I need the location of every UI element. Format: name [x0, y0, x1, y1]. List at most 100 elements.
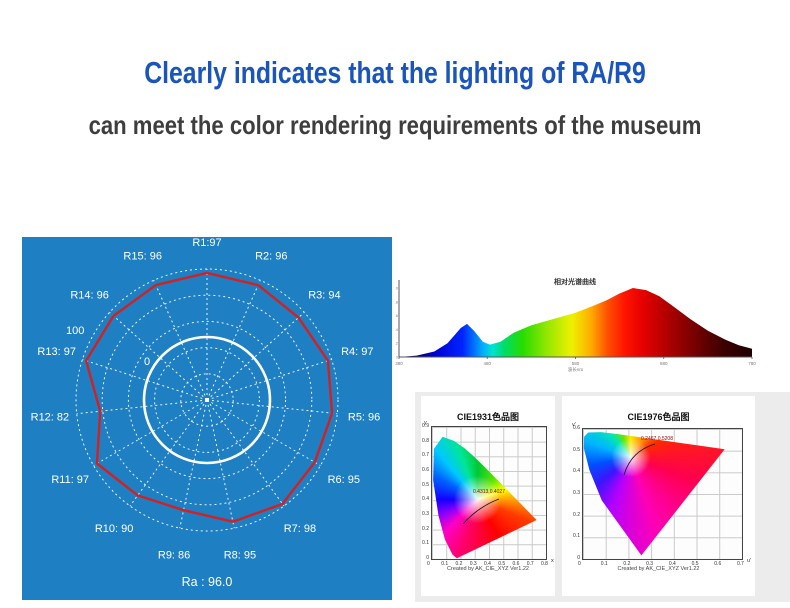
cie1931-x-tick: 0.2 [455, 561, 463, 567]
radar-spoke [153, 280, 208, 401]
radar-axis-label: R11: 97 [51, 474, 89, 486]
radar-grid-ring [154, 347, 260, 453]
radar-axis-label: R13: 97 [37, 346, 76, 358]
spectrum-title: 相对光谱曲线 [554, 279, 596, 286]
cri-radar-panel: R1:97 R2: 96 R3: 94 R4: 97 R5: 96 R6: 95 R7: 9… [22, 237, 392, 600]
cie1931-card: CIE1931色品图 0.4313,0.4027 x y Created by … [421, 396, 555, 596]
cie1976-y-tick: 0.2 [573, 511, 580, 518]
cie1976-created-by: Created by AK_CIE_XYZ Ver1.22 [617, 566, 700, 572]
radar-axis-label: R3: 94 [308, 289, 340, 301]
cie1931-x-tick: 0.5 [498, 561, 506, 567]
cie1931-y-tick: 0.2 [422, 525, 429, 532]
cie1931-y-tick: 0.5 [422, 481, 429, 488]
cie1976-annotation: 0.2467,0.5208 [641, 436, 673, 442]
cie1976-y-tick: 0.3 [573, 490, 580, 496]
spectrum-y-tick: 0.8 [395, 299, 399, 304]
cie1931-y-tick: 0.6 [422, 467, 429, 473]
cie1976-x-tick: 0.7 [737, 561, 744, 567]
cie1931-axis-letter-x: x [551, 558, 554, 564]
cie1976-y-tick: 0 [577, 555, 580, 561]
cie1931-y-tick: 0.1 [422, 540, 429, 547]
radar-chart-svg: R1:97 R2: 96 R3: 94 R4: 97 R5: 96 R6: 95 R7: 9… [31, 237, 381, 562]
cie1931-created-by: Created by AK_CIE_XYZ Ver1.22 [447, 566, 529, 572]
cie1931-title: CIE1931色品图 [456, 412, 520, 422]
cie1976-x-tick: 0.3 [646, 561, 654, 567]
cie1976-x-tick: 0.1 [600, 561, 608, 567]
cie1931-y-tick: 0 [426, 555, 429, 561]
cie1976-x-tick: 0 [578, 561, 581, 567]
cie1931-x-tick: 0.4 [484, 561, 491, 567]
cie1931-locus-curve [462, 498, 500, 525]
radar-spoke [109, 311, 208, 401]
cie1931-plot: 0.4313,0.4027 [431, 426, 547, 560]
spectrum-y-tick: 0.2 [395, 341, 399, 346]
spectrum-y-tick: 1.0 [395, 286, 399, 291]
radar-axis-label: R14: 96 [70, 289, 109, 301]
cie1931-y-tick: 0.3 [422, 511, 429, 517]
cie1976-plot: 0.2467,0.5208 [582, 428, 743, 560]
cie1976-x-tick: 0.4 [668, 561, 676, 567]
radar-spoke [129, 399, 208, 507]
cie1976-y-tick: 0.6 [573, 425, 580, 431]
cie1931-x-tick: 0.8 [541, 561, 548, 567]
radar-grid-ring [101, 294, 313, 506]
radar-spoke [206, 311, 305, 401]
spectrum-x-tick: 380 [395, 361, 403, 366]
radar-scale-max-label: 100 [66, 325, 85, 337]
radar-axis-label: R9: 86 [158, 550, 190, 562]
radar-polygon [84, 271, 334, 523]
radar-grid-ring [127, 320, 287, 480]
radar-spoke [206, 399, 235, 529]
cie1931-x-tick: 0.1 [441, 561, 449, 567]
heading-primary: Clearly indicates that the lighting of R… [144, 55, 646, 90]
radar-spoke [206, 399, 321, 466]
spectrum-chart: 380 480 580 680 780 1.0 0.8 0.6 0.4 0.2 0 波长nm 相对光谱… [392, 228, 790, 393]
radar-spoke [206, 359, 332, 401]
cie1976-card: CIE1976色品图 0.2467,0.5208 u' v' Created b… [562, 396, 755, 596]
radar-spoke [93, 399, 208, 466]
spectrum-y-tick: 0 [396, 355, 399, 360]
radar-axis-label: R2: 96 [255, 251, 287, 263]
radar-axis-label: R1:97 [192, 237, 221, 249]
cie1931-annotation: 0.4313,0.4027 [473, 489, 505, 495]
cie1976-y-tick: 0.5 [573, 446, 580, 453]
cie1931-y-tick: 0.7 [422, 452, 429, 459]
spectrum-axis-label: 波长nm [568, 366, 584, 373]
cie1931-x-tick: 0.6 [512, 561, 520, 567]
radar-spoke [179, 399, 208, 529]
cie1976-y-tick: 0.1 [573, 533, 580, 540]
radar-axis-label: R5: 96 [348, 412, 380, 424]
cie1976-locus-curve [623, 443, 656, 476]
spectrum-svg: 380 480 580 680 780 1.0 0.8 0.6 0.4 0.2 0 波长nm [392, 280, 756, 373]
radar-center-dot [205, 398, 209, 402]
heading-secondary: can meet the color rendering requirement… [88, 110, 702, 140]
spectrum-x-tick: 580 [572, 361, 580, 366]
cie1976-title: CIE1976色品图 [627, 412, 690, 422]
radar-axis-label: R6: 95 [328, 474, 360, 486]
radar-spoke [206, 399, 285, 507]
radar-spoke [76, 399, 208, 415]
cie1976-axis-letter-y: v' [572, 422, 576, 428]
cie1931-y-tick: 0.4 [422, 496, 429, 503]
cie1931-x-tick: 0.7 [526, 561, 534, 567]
radar-ra-value: Ra : 96.0 [181, 575, 233, 589]
radar-axis-label: R15: 96 [123, 251, 162, 263]
radar-axis-label: R8: 95 [224, 550, 256, 562]
radar-scale-min-label: 0 [144, 356, 151, 368]
cie1931-x-tick: 0.3 [469, 561, 477, 567]
cie1931-x-tick: 0 [427, 561, 430, 567]
spectrum-x-tick: 680 [660, 361, 668, 366]
cie1931-y-tick: 0.9 [422, 423, 429, 429]
radar-grid-ring [180, 373, 234, 427]
radar-axis-label: R12: 82 [31, 412, 70, 424]
cie1976-x-tick: 0.5 [691, 561, 699, 567]
radar-reference-circle [142, 335, 272, 465]
radar-spoke [82, 359, 208, 401]
spectrum-y-tick: 0.4 [395, 327, 399, 332]
cie1931-axis-letter-y: y [424, 420, 427, 426]
radar-spoke [206, 280, 261, 401]
spectrum-area [399, 288, 752, 357]
radar-axis-label: R7: 98 [284, 523, 316, 535]
radar-grid-ring [75, 268, 339, 532]
